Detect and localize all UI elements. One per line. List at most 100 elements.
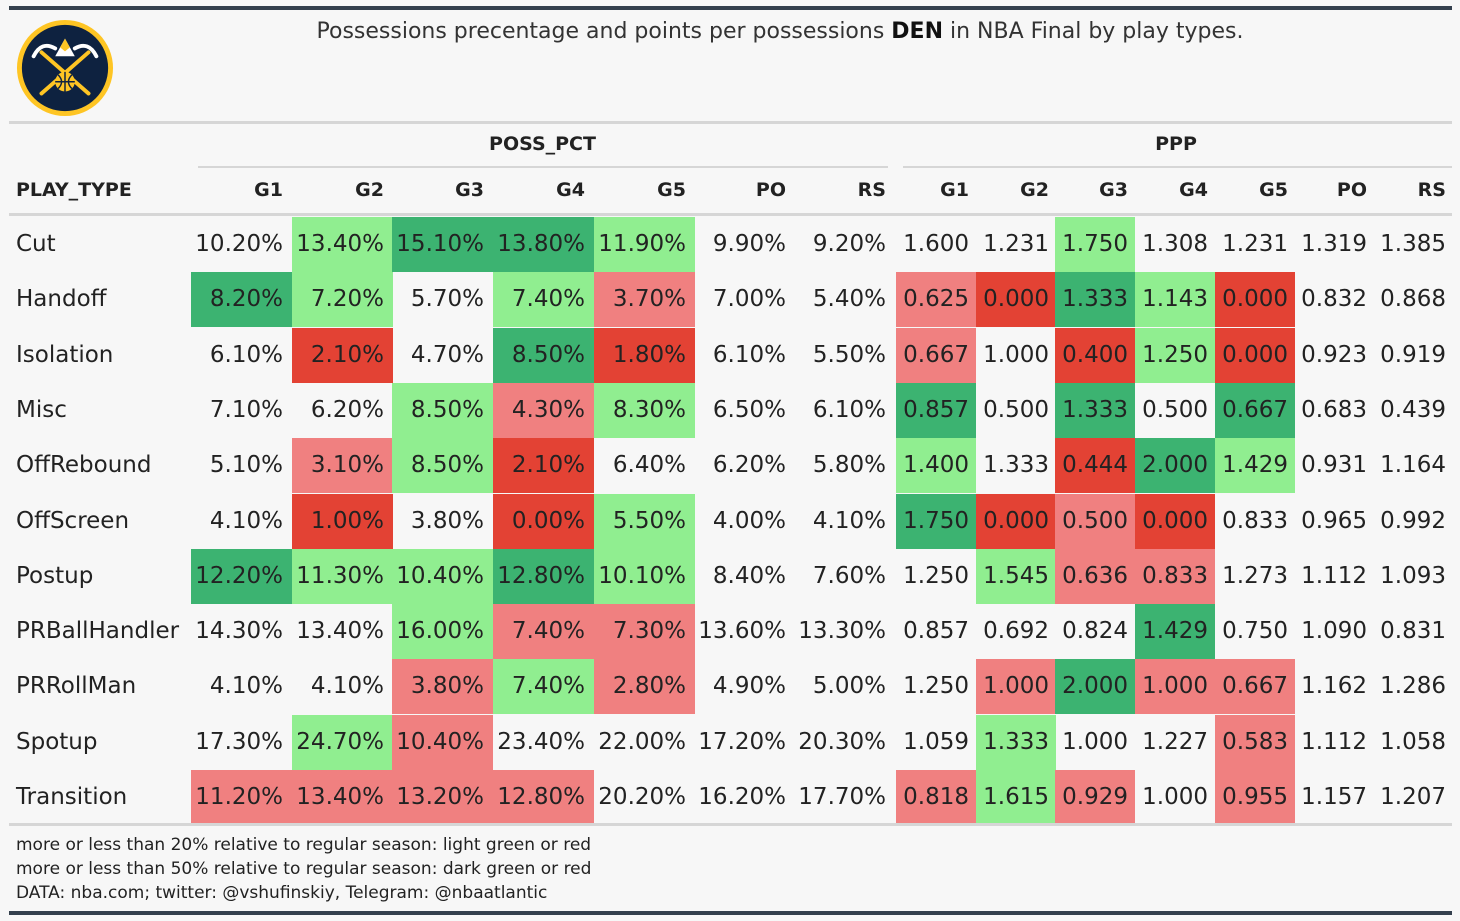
poss-pct-cell: 8.40%	[712, 562, 786, 589]
legend-note-light: more or less than 20% relative to regula…	[16, 835, 592, 855]
poss-pct-cell: 3.80%	[392, 659, 493, 715]
poss-pct-cell: 13.30%	[798, 618, 886, 645]
poss-pct-cell: 13.40%	[292, 217, 393, 272]
poss-pct-cell: 4.10%	[812, 507, 886, 534]
poss-pct-cell: 7.00%	[712, 286, 786, 313]
row-label-transition: Transition	[16, 784, 128, 810]
poss-pct-cell: 4.10%	[209, 507, 283, 534]
poss-pct-cell: 6.50%	[712, 396, 786, 423]
table-rule-bottom	[9, 823, 1452, 826]
poss-pct-cell: 2.80%	[594, 659, 695, 715]
ppp-cell: 0.625	[896, 272, 976, 328]
poss-pct-cell: 17.20%	[698, 728, 786, 755]
denver-nuggets-logo	[16, 19, 114, 117]
ppp-cell: 0.500	[1142, 396, 1208, 423]
ppp-cell: 0.750	[1222, 618, 1288, 645]
ppp-cell: 0.868	[1380, 286, 1446, 313]
poss-pct-cell: 7.10%	[209, 396, 283, 423]
ppp-cell: 0.965	[1301, 507, 1367, 534]
poss-pct-cell: 3.70%	[594, 272, 695, 328]
ppp-cell: 1.112	[1301, 728, 1367, 755]
poss-pct-cell: 0.00%	[493, 493, 594, 549]
ppp-cell: 0.000	[976, 272, 1056, 328]
poss-pct-cell: 10.10%	[594, 548, 695, 604]
column-header-ppp-po: PO	[1336, 179, 1367, 201]
poss-pct-cell: 23.40%	[497, 728, 585, 755]
ppp-cell: 0.683	[1301, 396, 1367, 423]
poss-pct-cell: 1.80%	[594, 327, 695, 383]
ppp-cell: 1.429	[1135, 604, 1215, 660]
poss-pct-cell: 20.20%	[598, 784, 686, 810]
column-header-poss-g1: G1	[254, 179, 283, 201]
data-source: DATA: nba.com; twitter: @vshufinskiy, Te…	[16, 883, 548, 903]
poss-pct-cell: 16.00%	[392, 604, 493, 660]
poss-pct-cell: 6.20%	[712, 452, 786, 479]
ppp-cell: 1.333	[983, 452, 1049, 479]
poss-pct-cell: 16.20%	[698, 784, 786, 810]
row-label-misc: Misc	[16, 396, 67, 423]
poss-pct-cell: 7.40%	[493, 659, 594, 715]
poss-pct-cell: 8.30%	[594, 382, 695, 438]
poss-pct-cell: 11.20%	[191, 770, 292, 825]
poss-pct-cell: 15.10%	[392, 217, 493, 272]
ppp-cell: 1.615	[976, 770, 1056, 825]
row-label-offscreen: OffScreen	[16, 507, 130, 534]
poss-pct-cell: 6.10%	[812, 396, 886, 423]
ppp-cell: 0.857	[896, 382, 976, 438]
ppp-cell: 1.750	[896, 493, 976, 549]
poss-pct-cell: 9.20%	[812, 231, 886, 257]
poss-pct-cell: 17.70%	[798, 784, 886, 810]
poss-pct-cell: 2.10%	[292, 327, 393, 383]
ppp-cell: 1.164	[1380, 452, 1446, 479]
ppp-cell: 1.286	[1380, 673, 1446, 700]
bottom-border	[9, 911, 1452, 915]
poss-pct-cell: 4.90%	[712, 673, 786, 700]
poss-pct-cell: 17.30%	[195, 728, 283, 755]
poss-pct-cell: 5.50%	[812, 341, 886, 368]
poss-pct-cell: 14.30%	[195, 618, 283, 645]
poss-pct-cell: 13.40%	[292, 770, 393, 825]
ppp-cell: 1.000	[1135, 659, 1215, 715]
ppp-cell: 1.000	[1062, 728, 1128, 755]
column-header-ppp-g4: G4	[1179, 179, 1208, 201]
ppp-cell: 1.227	[1142, 728, 1208, 755]
poss-pct-cell: 8.20%	[191, 272, 292, 328]
ppp-cell: 1.112	[1301, 562, 1367, 589]
ppp-cell: 1.319	[1301, 231, 1367, 257]
ppp-cell: 0.832	[1301, 286, 1367, 313]
poss-pct-cell: 11.30%	[292, 548, 393, 604]
poss-pct-cell: 4.00%	[712, 507, 786, 534]
column-header-poss-po: PO	[755, 179, 786, 201]
poss-pct-cell: 5.00%	[812, 673, 886, 700]
poss-pct-cell: 8.50%	[392, 382, 493, 438]
poss-pct-cell: 12.80%	[493, 770, 594, 825]
column-header-poss-rs: RS	[857, 179, 886, 201]
ppp-cell: 0.000	[976, 493, 1056, 549]
ppp-cell: 1.333	[976, 714, 1056, 770]
poss-pct-cell: 7.20%	[292, 272, 393, 328]
footer-notes: more or less than 20% relative to regula…	[16, 833, 591, 905]
ppp-cell: 1.143	[1135, 272, 1215, 328]
poss-pct-cell: 13.40%	[296, 618, 384, 645]
ppp-cell: 1.231	[1222, 231, 1288, 257]
poss-pct-cell: 2.10%	[493, 438, 594, 494]
column-header-ppp-g1: G1	[940, 179, 969, 201]
column-header-ppp-g3: G3	[1099, 179, 1128, 201]
poss-pct-cell: 10.40%	[392, 714, 493, 770]
poss-pct-cell: 6.40%	[612, 452, 686, 479]
poss-pct-cell: 4.10%	[310, 673, 384, 700]
row-label-handoff: Handoff	[16, 286, 107, 313]
poss-pct-cell: 13.60%	[698, 618, 786, 645]
ppp-cell: 0.000	[1215, 272, 1295, 328]
poss-pct-cell: 3.80%	[410, 507, 484, 534]
ppp-cell: 0.444	[1055, 438, 1135, 494]
group-label-ppp: PPP	[1155, 133, 1197, 155]
poss-pct-cell: 7.60%	[812, 562, 886, 589]
ppp-cell: 0.667	[896, 327, 976, 383]
ppp-cell: 0.583	[1215, 714, 1295, 770]
ppp-cell: 1.058	[1380, 728, 1446, 755]
ppp-cell: 1.059	[903, 728, 969, 755]
column-header-poss-g5: G5	[657, 179, 686, 201]
ppp-cell: 0.500	[983, 396, 1049, 423]
column-header-poss-g3: G3	[455, 179, 484, 201]
